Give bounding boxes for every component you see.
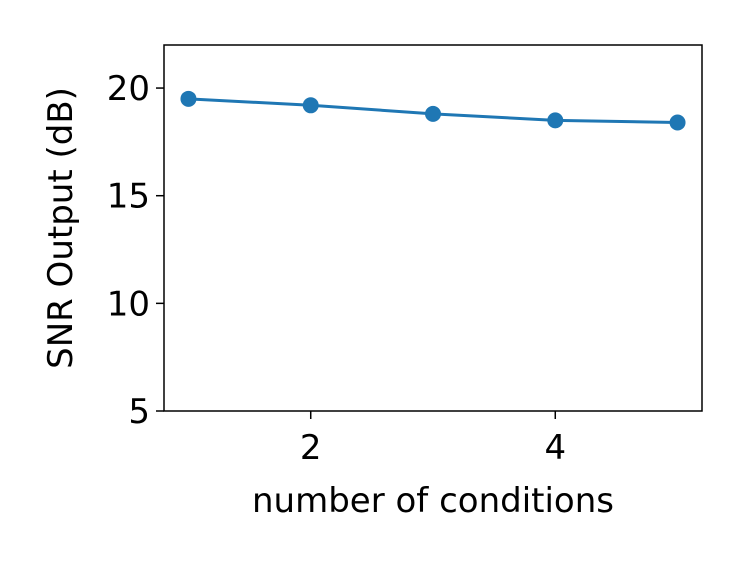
point xyxy=(669,114,686,131)
y-tick-label: 5 xyxy=(128,392,150,432)
x-tick-label: 2 xyxy=(300,428,322,468)
point xyxy=(180,90,197,107)
point xyxy=(302,97,319,114)
point xyxy=(425,105,441,122)
y-axis-label: SNR Output (dB) xyxy=(41,87,81,369)
y-tick-label: 15 xyxy=(107,177,150,217)
point xyxy=(547,112,564,129)
x-axis-label: number of conditions xyxy=(252,481,614,521)
y-tick-label: 20 xyxy=(107,69,150,109)
y-tick-label: 10 xyxy=(107,284,150,324)
plot-frame xyxy=(163,44,703,412)
x-tick-label: 4 xyxy=(544,428,566,468)
